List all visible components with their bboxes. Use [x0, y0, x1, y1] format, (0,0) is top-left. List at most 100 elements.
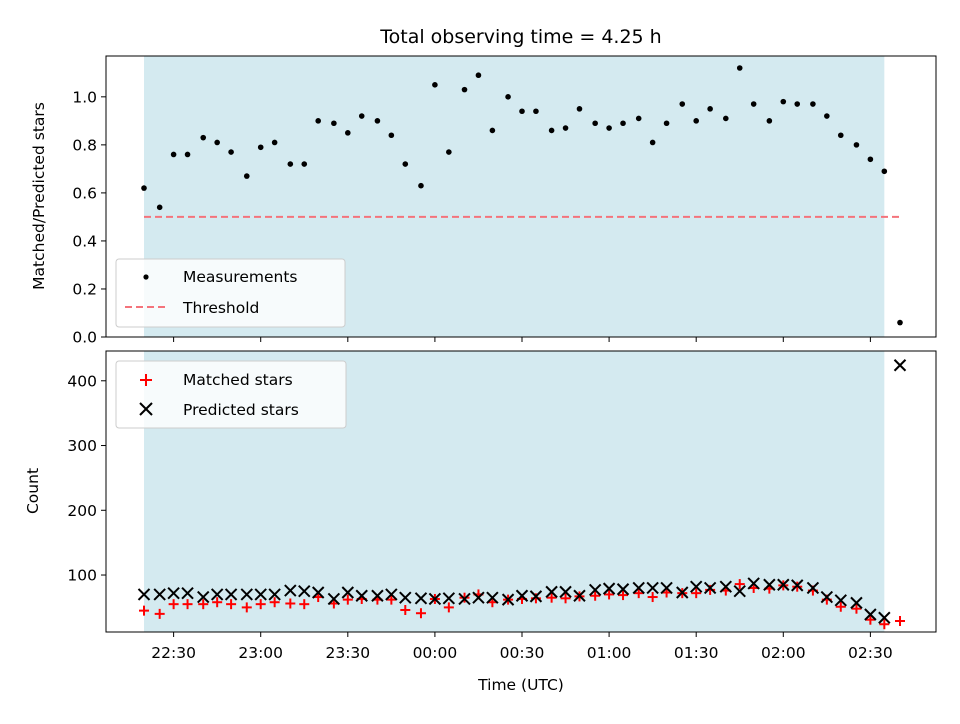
predicted-star-marker: [486, 591, 499, 604]
predicted-star-marker: [371, 589, 384, 602]
predicted-star-marker: [763, 578, 776, 591]
predicted-star-marker: [747, 577, 760, 590]
bottom-axes-frame: [105, 350, 937, 633]
predicted-star-marker: [689, 580, 703, 593]
y-tick-label: 1.0: [72, 88, 97, 106]
predicted-star-marker: [428, 592, 442, 606]
predicted-star-marker: [733, 585, 746, 598]
predicted-star-marker: [834, 594, 847, 607]
legend-predicted-marker: [139, 402, 153, 416]
top-legend: Measurements Threshold: [115, 258, 346, 328]
top-y-axis-label: Matched/Predicted stars: [30, 102, 48, 290]
measurement-point: [824, 113, 830, 119]
y-tick-label: 0.0: [72, 329, 97, 347]
predicted-star-marker: [197, 590, 210, 604]
measurement-point: [750, 101, 757, 107]
measurement-point: [592, 120, 598, 127]
measurement-point: [358, 113, 365, 119]
legend-measurement-marker: [143, 274, 149, 280]
measurement-point: [156, 204, 163, 211]
bottom-y-axis-label: Count: [24, 468, 42, 514]
measurement-point: [287, 161, 294, 167]
measurement-point: [881, 168, 888, 175]
measurement-point: [184, 151, 191, 158]
predicted-star-marker: [442, 592, 456, 605]
matched-star-marker: [269, 597, 280, 608]
predicted-star-marker: [327, 592, 341, 606]
measurement-point: [707, 106, 713, 112]
predicted-star-marker: [632, 581, 645, 595]
matched-star-marker: [386, 594, 397, 605]
predicted-star-marker: [341, 586, 355, 599]
measurement-point: [315, 118, 321, 124]
predicted-star-marker: [167, 586, 180, 600]
measurement-point: [663, 120, 670, 127]
legend-matched-marker: [140, 374, 152, 386]
predicted-star-marker: [515, 589, 529, 602]
measurement-point: [345, 130, 351, 136]
measurement-point: [519, 108, 525, 115]
measurement-point: [228, 149, 234, 155]
top-axes-frame: [105, 55, 937, 338]
measurement-point: [533, 108, 539, 115]
predicted-star-marker: [676, 586, 689, 599]
measurement-point: [489, 127, 496, 134]
matched-star-marker: [154, 608, 165, 619]
measurement-point: [837, 132, 844, 139]
x-tick-label: 23:00: [238, 644, 283, 662]
y-tick-label: 0.6: [72, 184, 97, 202]
measurement-point: [432, 82, 438, 88]
matched-star-marker: [226, 599, 237, 610]
bottom-legend: Matched stars Predicted stars: [115, 360, 347, 429]
predicted-star-markers: [137, 359, 907, 624]
predicted-star-marker: [703, 581, 717, 595]
measurement-point: [214, 139, 220, 146]
predicted-star-marker: [878, 611, 891, 624]
matched-star-marker: [895, 615, 905, 626]
matched-star-marker: [604, 589, 615, 600]
measurement-point: [243, 173, 250, 179]
chart-title: Total observing time = 4.25 h: [379, 26, 661, 48]
predicted-star-marker: [602, 582, 616, 595]
predicted-star-marker: [660, 581, 673, 595]
legend-label-threshold: Threshold: [182, 299, 259, 317]
matched-star-marker: [139, 605, 149, 616]
predicted-star-marker: [529, 590, 543, 603]
matched-star-marker: [168, 599, 179, 610]
measurement-point: [271, 139, 278, 146]
measurement-point: [374, 118, 381, 124]
bottom-y-ticks: 100 200 300 400: [67, 372, 106, 585]
y-tick-label: 300: [67, 437, 97, 455]
measurement-point: [257, 144, 264, 151]
legend-label-measurements: Measurements: [183, 268, 298, 286]
matched-star-marker: [415, 608, 426, 619]
measurement-point: [562, 125, 569, 131]
measurement-point: [693, 118, 699, 124]
matched-star-marker: [879, 619, 890, 630]
measurement-point: [475, 72, 482, 79]
matched-star-marker: [285, 598, 296, 609]
measurement-point: [301, 161, 308, 167]
measurement-point: [780, 98, 787, 105]
predicted-star-marker: [864, 608, 877, 621]
predicted-star-marker: [588, 583, 602, 597]
predicted-star-marker: [573, 589, 586, 602]
matched-star-marker: [835, 601, 846, 612]
matched-star-marker: [212, 597, 223, 608]
measurement-point: [170, 151, 177, 158]
measurement-point: [810, 101, 816, 107]
matched-star-marker: [400, 604, 411, 615]
y-tick-label: 0.4: [72, 232, 97, 250]
predicted-star-marker: [806, 581, 820, 595]
measurement-point: [331, 120, 337, 127]
matched-star-marker: [342, 594, 353, 605]
predicted-star-marker: [893, 359, 907, 372]
y-tick-label: 0.8: [72, 136, 97, 154]
measurement-point: [867, 156, 874, 163]
matched-star-marker: [299, 599, 310, 610]
predicted-star-marker: [719, 580, 733, 593]
predicted-star-marker: [820, 590, 834, 604]
predicted-star-marker: [181, 586, 194, 600]
measurement-point: [794, 101, 801, 107]
x-tick-label: 00:30: [500, 644, 545, 662]
